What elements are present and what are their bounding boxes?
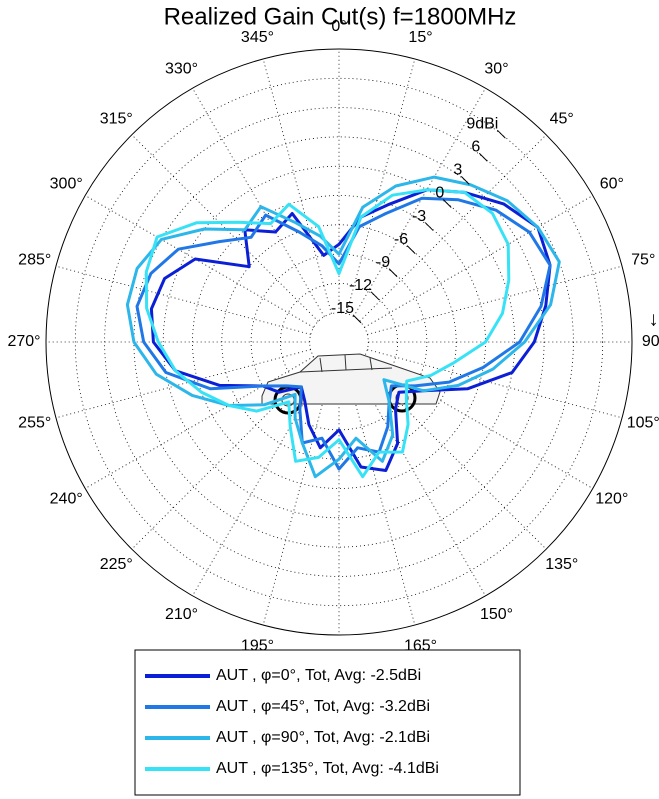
legend-label: AUT , φ=0°, Tot, Avg: -2.5dBi: [216, 667, 421, 684]
r-tick: [478, 152, 488, 162]
r-tick: [442, 199, 452, 208]
grid-ring: [250, 253, 428, 431]
r-tick: [406, 245, 416, 254]
legend: AUT , φ=0°, Tot, Avg: -2.5dBi AUT , φ=45°…: [145, 667, 439, 777]
r-tick-label: -12: [349, 277, 372, 294]
theta-tick-label: 300°: [50, 176, 83, 193]
theta-axis-label: ↓θ: [649, 308, 659, 330]
theta-tick-label: 270°: [7, 333, 40, 350]
r-tick-label: -3: [412, 208, 426, 225]
theta-tick-label: 330°: [165, 60, 198, 77]
legend-label: AUT , φ=45°, Tot, Avg: -3.2dBi: [216, 698, 430, 715]
theta-tick-label: 285°: [18, 252, 51, 269]
polar-boundary: [45, 48, 633, 636]
theta-tick-label: 210°: [165, 606, 198, 623]
theta-tick-label: 150°: [480, 606, 513, 623]
theta-tick-label: 105°: [627, 415, 659, 432]
r-tick-label: -9: [376, 254, 390, 271]
r-tick-label: -6: [394, 231, 408, 248]
grid-ring: [162, 165, 516, 519]
theta-tick-label: 135°: [545, 556, 578, 573]
theta-tick-label: 90°: [642, 333, 659, 350]
theta-tick-label: 315°: [100, 110, 133, 127]
r-tick-label: 0: [435, 185, 444, 202]
theta-tick-label: 345°: [241, 29, 274, 46]
theta-tick-label: 240°: [50, 491, 83, 508]
chart-title: Realized Gain Cut(s) f=1800MHz: [164, 3, 517, 30]
r-tick-label: 9dBi: [466, 115, 498, 132]
r-tick: [388, 268, 398, 278]
r-tick-label: 6: [471, 139, 480, 156]
theta-tick-label: 60°: [600, 176, 624, 193]
theta-tick-label: 45°: [550, 110, 574, 127]
r-tick: [424, 222, 434, 231]
theta-tick-label: 15°: [408, 29, 432, 46]
theta-tick-label: 255°: [18, 415, 51, 432]
legend-label: AUT , φ=90°, Tot, Avg: -2.1dBi: [216, 729, 430, 746]
legend-label: AUT , φ=135°, Tot, Avg: -4.1dBi: [216, 760, 439, 777]
theta-tick-label: 0°: [331, 18, 346, 35]
series-line: [144, 188, 511, 479]
plot-area: [125, 175, 561, 479]
grid-ring: [104, 107, 574, 577]
grid-ring: [74, 77, 604, 607]
theta-tick-label: 30°: [484, 60, 508, 77]
r-tick-label: -15: [331, 300, 354, 317]
grid-ring: [279, 282, 398, 401]
theta-tick-label: 75°: [631, 252, 655, 269]
theta-tick-label: 225°: [100, 556, 133, 573]
r-tick: [460, 176, 470, 185]
series-line: [125, 175, 561, 479]
r-tick-label: 3: [453, 162, 462, 179]
grid: [45, 48, 633, 636]
theta-tick-label: 120°: [595, 491, 628, 508]
r-tick: [496, 129, 506, 139]
r-tick: [352, 314, 362, 324]
r-tick: [370, 291, 380, 301]
series-line: [135, 196, 552, 471]
